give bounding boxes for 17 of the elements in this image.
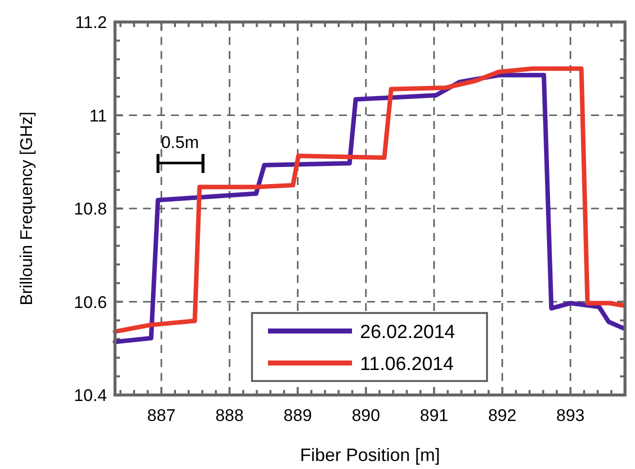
x-tick-label: 891: [420, 406, 448, 425]
y-tick-label: 10.4: [74, 386, 107, 405]
x-tick-label: 887: [147, 406, 176, 425]
y-tick-label: 10.8: [74, 200, 107, 218]
y-axis-title: Brillouin Frequency [GHz]: [17, 112, 36, 306]
legend-label: 26.02.2014: [360, 322, 456, 343]
y-tick-label: 11: [89, 106, 107, 126]
annotation: 0.5m: [161, 133, 199, 152]
x-tick-label: 889: [284, 406, 312, 425]
x-tick-label: 890: [352, 406, 380, 425]
y-tick-label: 11.2: [75, 13, 107, 32]
y-tick-label: 10.6: [74, 292, 107, 312]
x-tick-label: 888: [215, 406, 244, 425]
legend-label: 11.06.2014: [360, 354, 454, 375]
x-axis-title: Fiber Position [m]: [300, 445, 440, 465]
x-tick-label: 893: [556, 406, 585, 425]
x-tick-label: 892: [488, 406, 516, 425]
